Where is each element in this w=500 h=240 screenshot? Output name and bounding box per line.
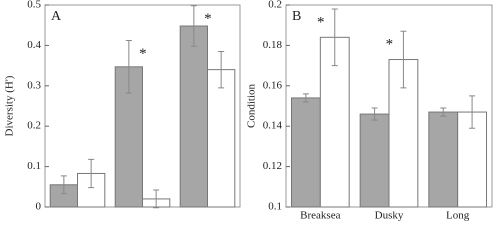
y-tick-label: 0.4 [27,39,41,51]
significance-mark: * [204,11,212,27]
y-axis-label: Condition [246,84,258,129]
y-tick-label: 0.18 [263,39,283,51]
significance-mark: * [386,37,394,53]
error-bar [153,189,160,209]
x-tick-label: Breaksea [300,210,340,222]
error-bar [218,50,225,89]
y-tick-label: 0.2 [268,0,282,11]
error-bar [125,40,132,94]
error-bar [469,95,476,129]
significance-mark: * [139,46,147,62]
y-tick-label: 0.16 [263,79,283,91]
bar [179,25,208,208]
error-bar [371,107,378,121]
error-bar [88,158,95,189]
bar [319,36,350,208]
error-bar [60,175,67,195]
x-tick-label: Dusky [375,210,404,222]
y-axis-label: Diversity (H') [4,75,16,136]
bar [207,69,236,208]
x-tick-label: Long [446,210,470,222]
y-tick-label: 0.5 [27,0,41,11]
figure: A Diversity (H') 0 0.1 0.2 0.3 0.4 0.5 * * B Condit… [4,0,493,222]
y-tick-label: 0.1 [27,160,41,172]
y-tick-label: 0.1 [268,201,282,213]
error-bar [400,30,407,89]
bar [290,97,321,208]
y-tick-label: 0.12 [263,160,282,172]
y-tick-label: 0.14 [263,120,283,132]
error-bar [190,5,197,47]
error-bar [302,93,309,103]
error-bar [440,107,447,117]
panel-label: B [292,9,301,24]
y-tick-label: 0 [36,201,42,213]
bar [359,113,390,208]
panel-label: A [51,9,62,24]
bar [428,111,459,208]
error-bar [331,8,338,67]
y-tick-label: 0.2 [27,120,41,132]
significance-mark: * [317,14,325,30]
y-tick-label: 0.3 [27,79,41,91]
